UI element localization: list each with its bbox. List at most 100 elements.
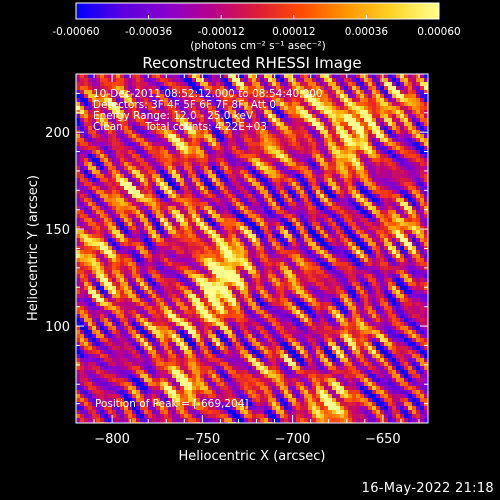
heatmap-cell	[176, 94, 181, 99]
heatmap-cell	[396, 130, 401, 135]
heatmap-cell	[300, 198, 305, 203]
heatmap-cell	[424, 146, 428, 151]
heatmap-cell	[168, 202, 173, 207]
heatmap-cell	[280, 250, 285, 255]
heatmap-cell	[188, 110, 193, 115]
heatmap-cell	[92, 254, 97, 259]
heatmap-cell	[336, 246, 341, 251]
heatmap-cell	[380, 170, 385, 175]
heatmap-cell	[156, 82, 161, 87]
heatmap-cell	[196, 162, 201, 167]
heatmap-cell	[384, 250, 389, 255]
heatmap-cell	[176, 186, 181, 191]
heatmap-cell	[136, 162, 141, 167]
heatmap-cell	[220, 198, 225, 203]
heatmap-cell	[108, 134, 113, 139]
heatmap-cell	[152, 122, 157, 127]
heatmap-cell	[332, 166, 337, 171]
heatmap-cell	[348, 146, 353, 151]
heatmap-cell	[368, 274, 373, 279]
heatmap-cell	[288, 126, 293, 131]
heatmap-cell	[124, 270, 129, 275]
heatmap-cell	[236, 134, 241, 139]
heatmap-cell	[264, 214, 269, 219]
heatmap-cell	[96, 210, 101, 215]
heatmap-cell	[212, 142, 217, 147]
heatmap-cell	[296, 230, 301, 235]
heatmap-cell	[76, 190, 81, 195]
heatmap-cell	[180, 110, 185, 115]
heatmap-cell	[420, 158, 425, 163]
heatmap-cell	[220, 206, 225, 211]
heatmap-cell	[292, 278, 297, 283]
heatmap-cell	[368, 286, 373, 291]
heatmap-cell	[264, 270, 269, 275]
heatmap-cell	[300, 118, 305, 123]
heatmap-cell	[100, 246, 105, 251]
heatmap-cell	[220, 154, 225, 159]
heatmap-cell	[312, 258, 317, 263]
heatmap-cell	[252, 202, 257, 207]
heatmap-cell	[376, 262, 381, 267]
heatmap-cell	[212, 266, 217, 271]
heatmap-cell	[412, 154, 417, 159]
heatmap-cell	[340, 234, 345, 239]
heatmap-cell	[316, 138, 321, 143]
heatmap-cell	[120, 134, 125, 139]
heatmap-cell	[120, 282, 125, 287]
heatmap-cell	[88, 158, 93, 163]
heatmap-cell	[160, 114, 165, 119]
heatmap-cell	[392, 210, 397, 215]
heatmap-cell	[328, 110, 333, 115]
heatmap-cell	[212, 290, 217, 295]
heatmap-cell	[312, 202, 317, 207]
heatmap-cell	[232, 98, 237, 103]
heatmap-cell	[184, 282, 189, 287]
heatmap-cell	[84, 210, 89, 215]
heatmap-cell	[196, 210, 201, 215]
heatmap-cell	[412, 158, 417, 163]
heatmap-cell	[388, 282, 393, 287]
heatmap-cell	[152, 82, 157, 87]
heatmap-cell	[136, 230, 141, 235]
heatmap-cell	[368, 170, 373, 175]
heatmap-cell	[320, 214, 325, 219]
heatmap-cell	[392, 194, 397, 199]
heatmap-cell	[216, 102, 221, 107]
heatmap-cell	[312, 110, 317, 115]
heatmap-cell	[100, 286, 105, 291]
heatmap-cell	[356, 202, 361, 207]
heatmap-cell	[396, 238, 401, 243]
heatmap-cell	[360, 142, 365, 147]
heatmap-cell	[364, 110, 369, 115]
heatmap-cell	[116, 170, 121, 175]
heatmap-cell	[224, 74, 229, 79]
heatmap-cell	[196, 194, 201, 199]
heatmap-cell	[124, 226, 129, 231]
heatmap-cell	[276, 222, 281, 227]
heatmap-cell	[372, 258, 377, 263]
heatmap-cell	[364, 130, 369, 135]
heatmap-cell	[172, 170, 177, 175]
heatmap-cell	[420, 254, 425, 259]
heatmap-cell	[164, 202, 169, 207]
heatmap-cell	[232, 122, 237, 127]
heatmap-cell	[332, 114, 337, 119]
heatmap-cell	[240, 174, 245, 179]
heatmap-cell	[424, 106, 428, 111]
heatmap-cell	[108, 146, 113, 151]
heatmap-cell	[76, 218, 81, 223]
heatmap-cell	[260, 142, 265, 147]
heatmap-image	[76, 74, 428, 423]
heatmap-cell	[116, 214, 121, 219]
heatmap-cell	[84, 106, 89, 111]
heatmap-cell	[120, 286, 125, 291]
heatmap-cell	[204, 94, 209, 99]
heatmap-cell	[192, 170, 197, 175]
heatmap-cell	[184, 278, 189, 283]
heatmap-cell	[264, 198, 269, 203]
heatmap-cell	[336, 174, 341, 179]
heatmap-cell	[356, 110, 361, 115]
heatmap-cell	[420, 74, 425, 79]
heatmap-cell	[364, 270, 369, 275]
